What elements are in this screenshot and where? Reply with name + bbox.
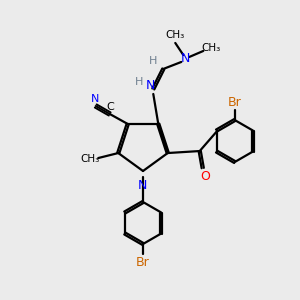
Text: N: N	[146, 80, 155, 92]
Text: N: N	[137, 179, 147, 192]
Text: CH₃: CH₃	[202, 43, 221, 53]
Text: N: N	[91, 94, 99, 104]
Text: O: O	[200, 169, 210, 182]
Text: C: C	[107, 102, 115, 112]
Text: CH₃: CH₃	[166, 30, 185, 40]
Text: CH₃: CH₃	[81, 154, 100, 164]
Text: Br: Br	[136, 256, 150, 268]
Text: Br: Br	[228, 95, 242, 109]
Text: H: H	[149, 56, 158, 66]
Text: H: H	[135, 77, 143, 87]
Text: N: N	[181, 52, 190, 65]
